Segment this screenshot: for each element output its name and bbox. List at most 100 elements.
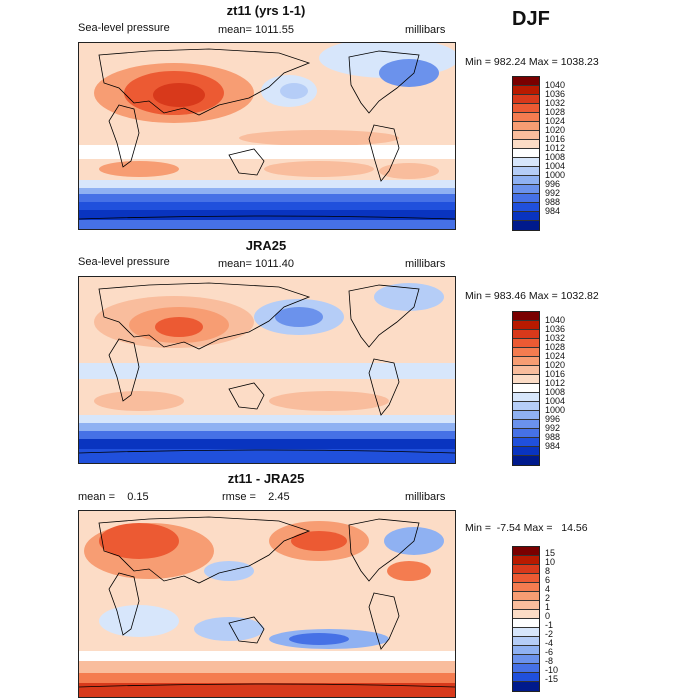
panel-2-swatch — [513, 348, 539, 357]
colorbar-tick-label: 10 — [545, 557, 556, 567]
colorbar-tick-label: 1012 — [545, 143, 566, 153]
panel-1-map-field — [79, 43, 455, 229]
colorbar-tick-label: 992 — [545, 423, 561, 433]
panel-2-swatch — [513, 339, 539, 348]
season-label: DJF — [512, 8, 550, 30]
colorbar-tick-label: 6 — [545, 575, 551, 585]
colorbar-tick-label: 8 — [545, 566, 551, 576]
panel-3-swatch — [513, 637, 539, 646]
colorbar-tick-label: 1016 — [545, 369, 566, 379]
panel-2-swatch — [513, 366, 539, 375]
colorbar-tick-label: 1028 — [545, 342, 566, 352]
colorbar-tick-label: -1 — [545, 620, 554, 630]
colorbar-tick-label: 1040 — [545, 315, 566, 325]
colorbar-tick-label: -4 — [545, 638, 554, 648]
colorbar-tick-label: 1008 — [545, 152, 566, 162]
panel-2-swatch — [513, 312, 539, 321]
panel-3-title: zt11 - JRA25 — [227, 471, 305, 486]
panel-1-colorbar-labels: 1040 1036 1032 1028 1024 1020 1016 1012 … — [545, 81, 565, 216]
panel-2-map — [78, 276, 456, 464]
panel-1-swatch — [513, 140, 539, 149]
panel-3-swatch — [513, 619, 539, 628]
colorbar-tick-label: 1036 — [545, 324, 566, 334]
colorbar-tick-label: 988 — [545, 197, 561, 207]
panel-1-swatch — [513, 158, 539, 167]
panel-2-swatch — [513, 375, 539, 384]
panel-1-title: zt11 (yrs 1-1) — [226, 3, 306, 18]
panel-3-swatch — [513, 556, 539, 565]
panel-1-mean-label: mean= 1011.55 — [218, 24, 294, 36]
panel-3-swatch — [513, 592, 539, 601]
panel-2-mean-label: mean= 1011.40 — [218, 258, 294, 270]
colorbar-tick-label: -10 — [545, 665, 559, 675]
colorbar-tick-label: 1032 — [545, 333, 566, 343]
colorbar-tick-label: 1040 — [545, 80, 566, 90]
panel-3-swatch — [513, 610, 539, 619]
panel-1-swatch — [513, 86, 539, 95]
colorbar-tick-label: 1012 — [545, 378, 566, 388]
colorbar-tick-label: 0 — [545, 611, 551, 621]
colorbar-tick-label: 1036 — [545, 89, 566, 99]
colorbar-tick-label: -2 — [545, 629, 554, 639]
panel-1-colorbar — [512, 76, 540, 231]
panel-1-swatch — [513, 131, 539, 140]
panel-3-swatch — [513, 646, 539, 655]
colorbar-tick-label: 1004 — [545, 161, 566, 171]
panel-1-swatch — [513, 104, 539, 113]
colorbar-tick-label: 984 — [545, 441, 561, 451]
panel-2-map-field — [79, 277, 455, 463]
panel-2-swatch — [513, 357, 539, 366]
panel-1-swatch — [513, 95, 539, 104]
panel-1-swatch — [513, 77, 539, 86]
panel-1-swatch — [513, 113, 539, 122]
colorbar-tick-label: 1032 — [545, 98, 566, 108]
panel-1-swatch — [513, 194, 539, 203]
panel-3-map — [78, 510, 456, 698]
panel-3-units-label: millibars — [405, 491, 446, 503]
panel-1-min-max: Min = 982.24 Max = 1038.23 — [465, 56, 599, 68]
panel-2-swatch — [513, 429, 539, 438]
colorbar-tick-label: 984 — [545, 206, 561, 216]
colorbar-tick-label: 1008 — [545, 387, 566, 397]
panel-2-swatch — [513, 402, 539, 411]
panel-1-swatch — [513, 203, 539, 212]
colorbar-tick-label: 2 — [545, 593, 551, 603]
panel-3-colorbar — [512, 546, 540, 692]
panel-3-rmse-label: rmse = 2.45 — [222, 491, 290, 503]
panel-3-map-field — [79, 511, 455, 697]
panel-2-swatch — [513, 321, 539, 330]
panel-2-swatch — [513, 384, 539, 393]
colorbar-tick-label: 4 — [545, 584, 551, 594]
panel-1-units-label: millibars — [405, 24, 446, 36]
panel-3-swatch — [513, 682, 539, 691]
colorbar-tick-label: 1024 — [545, 351, 566, 361]
colorbar-tick-label: 988 — [545, 432, 561, 442]
panel-2-title: JRA25 — [245, 238, 287, 253]
panel-1-swatch — [513, 212, 539, 221]
panel-3-swatch — [513, 547, 539, 556]
colorbar-tick-label: -6 — [545, 647, 554, 657]
panel-3-swatch — [513, 601, 539, 610]
panel-3-swatch — [513, 565, 539, 574]
colorbar-tick-label: 1000 — [545, 405, 566, 415]
colorbar-tick-label: 992 — [545, 188, 561, 198]
panel-2-swatch — [513, 330, 539, 339]
panel-1-variable-label: Sea-level pressure — [78, 22, 170, 34]
colorbar-tick-label: -8 — [545, 656, 554, 666]
panel-2-swatch — [513, 456, 539, 465]
panel-3-swatch — [513, 664, 539, 673]
panel-2-swatch — [513, 438, 539, 447]
panel-2-min-max: Min = 983.46 Max = 1032.82 — [465, 290, 599, 302]
colorbar-tick-label: 1020 — [545, 125, 566, 135]
panel-2-swatch — [513, 393, 539, 402]
colorbar-tick-label: 996 — [545, 414, 561, 424]
colorbar-tick-label: 1016 — [545, 134, 566, 144]
colorbar-tick-label: -15 — [545, 674, 559, 684]
panel-3-swatch — [513, 655, 539, 664]
panel-1-swatch — [513, 176, 539, 185]
panel-1-swatch — [513, 149, 539, 158]
panel-3-swatch — [513, 583, 539, 592]
panel-1-swatch — [513, 185, 539, 194]
panel-3-swatch — [513, 574, 539, 583]
panel-2-swatch — [513, 411, 539, 420]
